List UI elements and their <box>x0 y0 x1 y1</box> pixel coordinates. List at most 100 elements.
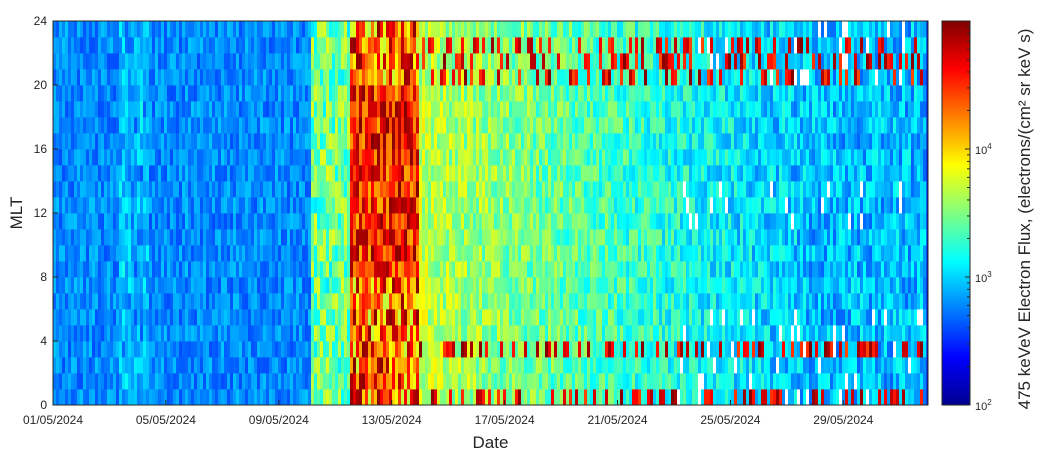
heatmap-cell <box>416 133 420 150</box>
heatmap-cell <box>452 85 456 102</box>
heatmap-cell <box>152 165 156 182</box>
heatmap-cell <box>638 229 642 246</box>
heatmap-cell <box>317 357 321 374</box>
heatmap-cell <box>407 341 411 358</box>
heatmap-cell <box>350 69 354 86</box>
heatmap-cell <box>164 229 168 246</box>
heatmap-cell <box>593 293 597 310</box>
heatmap-cell <box>224 149 228 166</box>
heatmap-cell <box>374 181 378 198</box>
heatmap-cell <box>62 277 66 294</box>
heatmap-cell <box>143 277 147 294</box>
heatmap-cell <box>341 53 345 70</box>
heatmap-cell <box>341 85 345 102</box>
heatmap-cell <box>122 373 126 390</box>
heatmap-cell <box>359 37 363 54</box>
heatmap-cell <box>521 341 525 358</box>
heatmap-cell <box>506 245 510 262</box>
heatmap-cell <box>479 197 483 214</box>
heatmap-cell <box>317 117 321 134</box>
heatmap-cell <box>170 69 174 86</box>
heatmap-cell <box>638 245 642 262</box>
heatmap-cell <box>311 21 315 38</box>
heatmap-cell <box>599 165 603 182</box>
heatmap-cell <box>521 373 525 390</box>
heatmap-cell <box>137 133 141 150</box>
heatmap-cell <box>611 341 615 358</box>
heatmap-cell <box>590 277 594 294</box>
heatmap-cell <box>458 21 462 38</box>
heatmap-cell <box>56 85 60 102</box>
heatmap-cell <box>119 309 123 326</box>
heatmap-cell <box>134 229 138 246</box>
heatmap-cell <box>236 37 240 54</box>
heatmap-cell <box>521 69 525 86</box>
heatmap-cell <box>611 85 615 102</box>
heatmap-cell <box>248 261 252 278</box>
heatmap-cell <box>173 373 177 390</box>
heatmap-cell <box>263 181 267 198</box>
heatmap-cell <box>554 389 558 406</box>
heatmap-cell <box>308 21 312 38</box>
heatmap-cell <box>248 309 252 326</box>
heatmap-cell <box>161 165 165 182</box>
heatmap-cell <box>236 293 240 310</box>
heatmap-cell <box>344 325 348 342</box>
heatmap-cell <box>479 373 483 390</box>
heatmap-cell <box>494 357 498 374</box>
heatmap-cell <box>122 21 126 38</box>
heatmap-cell <box>587 341 591 358</box>
heatmap-cell <box>98 181 102 198</box>
heatmap-cell <box>284 277 288 294</box>
heatmap-cell <box>446 181 450 198</box>
heatmap-cell <box>437 213 441 230</box>
heatmap-cell <box>596 165 600 182</box>
heatmap-cell <box>659 165 663 182</box>
heatmap-cell <box>575 69 579 86</box>
heatmap-cell <box>380 149 384 166</box>
heatmap-cell <box>248 149 252 166</box>
heatmap-cell <box>446 133 450 150</box>
heatmap-cell <box>440 181 444 198</box>
heatmap-cell <box>314 85 318 102</box>
heatmap-cell <box>608 69 612 86</box>
heatmap-cell <box>467 37 471 54</box>
heatmap-cell <box>62 181 66 198</box>
heatmap-cell <box>557 21 561 38</box>
heatmap-cell <box>662 277 666 294</box>
heatmap-cell <box>62 229 66 246</box>
heatmap-cell <box>338 181 342 198</box>
heatmap-cell <box>170 37 174 54</box>
heatmap-cell <box>566 357 570 374</box>
heatmap-cell <box>236 133 240 150</box>
heatmap-cell <box>500 373 504 390</box>
heatmap-cell <box>647 101 651 118</box>
heatmap-cell <box>458 261 462 278</box>
heatmap-cell <box>407 117 411 134</box>
heatmap-cell <box>125 389 129 406</box>
heatmap-cell <box>602 165 606 182</box>
heatmap-cell <box>104 21 108 38</box>
heatmap-cell <box>662 389 666 406</box>
heatmap-cell <box>467 133 471 150</box>
heatmap-cell <box>623 197 627 214</box>
heatmap-cell <box>548 181 552 198</box>
heatmap-cell <box>431 69 435 86</box>
heatmap-cell <box>452 229 456 246</box>
heatmap-cell <box>149 197 153 214</box>
heatmap-cell <box>575 133 579 150</box>
heatmap-cell <box>509 325 513 342</box>
heatmap-cell <box>155 133 159 150</box>
heatmap-cell <box>551 101 555 118</box>
heatmap-cell <box>464 341 468 358</box>
heatmap-cell <box>353 37 357 54</box>
heatmap-cell <box>518 341 522 358</box>
heatmap-cell <box>419 197 423 214</box>
heatmap-cell <box>494 389 498 406</box>
heatmap-cell <box>269 389 273 406</box>
heatmap-cell <box>83 357 87 374</box>
heatmap-cell <box>563 197 567 214</box>
heatmap-cell <box>260 229 264 246</box>
heatmap-cell <box>53 357 57 374</box>
heatmap-cell <box>497 85 501 102</box>
